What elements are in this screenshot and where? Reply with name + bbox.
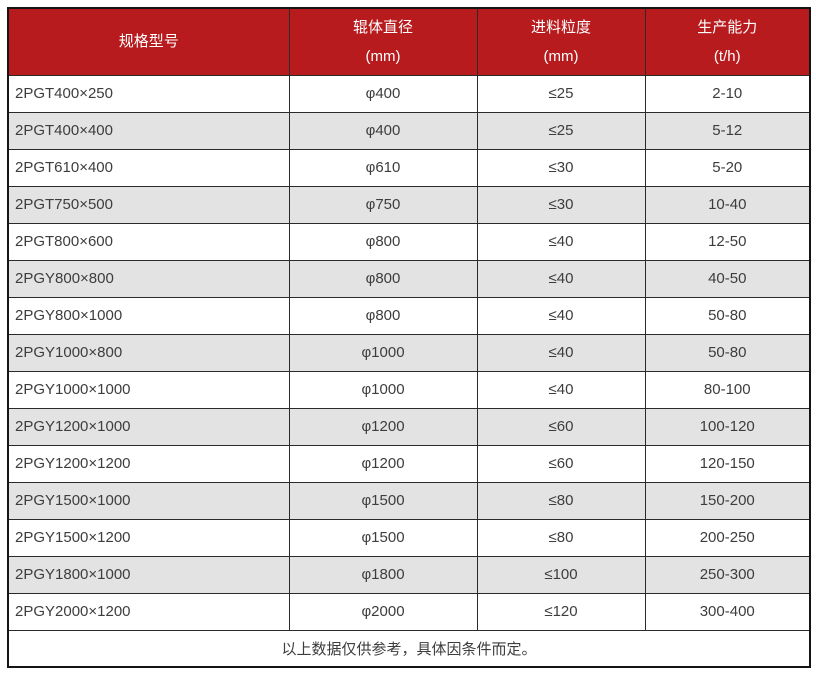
feed-size-cell: ≤60 <box>476 444 646 483</box>
header-model-label: 规格型号 <box>118 33 179 51</box>
diameter-cell: φ1500 <box>288 481 478 520</box>
model-cell: 2PGY1000×1000 <box>7 370 290 409</box>
model-cell: 2PGY1500×1200 <box>7 518 290 557</box>
diameter-cell: φ610 <box>288 148 478 187</box>
model-cell: 2PGY800×1000 <box>7 296 290 335</box>
feed-size-cell: ≤30 <box>476 148 646 187</box>
model-cell: 2PGT800×600 <box>7 222 290 261</box>
diameter-cell: φ800 <box>288 259 478 298</box>
capacity-cell: 50-80 <box>644 333 811 372</box>
diameter-cell: φ1000 <box>288 333 478 372</box>
capacity-cell: 40-50 <box>644 259 811 298</box>
table-row: 2PGT400×400 φ400 ≤25 5-12 <box>7 111 811 150</box>
capacity-cell: 12-50 <box>644 222 811 261</box>
capacity-cell: 10-40 <box>644 185 811 224</box>
footer-row: 以上数据仅供参考，具体因条件而定。 <box>7 629 811 668</box>
header-row: 规格型号 辊体直径 (mm) 进料粒度 (mm) 生产能力 (t/h) <box>7 7 811 76</box>
capacity-cell: 120-150 <box>644 444 811 483</box>
model-cell: 2PGY2000×1200 <box>7 592 290 631</box>
feed-size-cell: ≤30 <box>476 185 646 224</box>
capacity-cell: 80-100 <box>644 370 811 409</box>
capacity-cell: 5-20 <box>644 148 811 187</box>
feed-size-cell: ≤120 <box>476 592 646 631</box>
feed-size-cell: ≤40 <box>476 333 646 372</box>
header-feed-size-unit: (mm) <box>543 47 579 65</box>
feed-size-cell: ≤40 <box>476 370 646 409</box>
feed-size-cell: ≤80 <box>476 518 646 557</box>
model-cell: 2PGT400×400 <box>7 111 290 150</box>
feed-size-cell: ≤25 <box>476 74 646 113</box>
capacity-cell: 2-10 <box>644 74 811 113</box>
spec-table-footer: 以上数据仅供参考，具体因条件而定。 <box>7 629 811 668</box>
table-row: 2PGY1200×1200 φ1200 ≤60 120-150 <box>7 444 811 483</box>
table-row: 2PGY2000×1200 φ2000 ≤120 300-400 <box>7 592 811 631</box>
model-cell: 2PGY1200×1200 <box>7 444 290 483</box>
table-row: 2PGY1000×800 φ1000 ≤40 50-80 <box>7 333 811 372</box>
model-cell: 2PGY1000×800 <box>7 333 290 372</box>
table-row: 2PGT750×500 φ750 ≤30 10-40 <box>7 185 811 224</box>
feed-size-cell: ≤60 <box>476 407 646 446</box>
header-feed-size-label: 进料粒度 <box>530 18 591 36</box>
diameter-cell: φ1200 <box>288 444 478 483</box>
model-cell: 2PGY1800×1000 <box>7 555 290 594</box>
footer-note: 以上数据仅供参考，具体因条件而定。 <box>7 629 811 668</box>
capacity-cell: 200-250 <box>644 518 811 557</box>
table-row: 2PGY800×1000 φ800 ≤40 50-80 <box>7 296 811 335</box>
spec-table: 规格型号 辊体直径 (mm) 进料粒度 (mm) 生产能力 (t/h) 2PGT… <box>7 7 811 668</box>
diameter-cell: φ800 <box>288 222 478 261</box>
capacity-cell: 100-120 <box>644 407 811 446</box>
model-cell: 2PGY1500×1000 <box>7 481 290 520</box>
diameter-cell: φ400 <box>288 111 478 150</box>
diameter-cell: φ1200 <box>288 407 478 446</box>
header-roller-diameter: 辊体直径 (mm) <box>288 7 478 76</box>
spec-table-header: 规格型号 辊体直径 (mm) 进料粒度 (mm) 生产能力 (t/h) <box>7 7 811 76</box>
spec-table-body: 2PGT400×250 φ400 ≤25 2-10 2PGT400×400 φ400 ≤25… <box>7 74 811 631</box>
diameter-cell: φ750 <box>288 185 478 224</box>
capacity-cell: 250-300 <box>644 555 811 594</box>
header-feed-size: 进料粒度 (mm) <box>476 7 646 76</box>
header-model: 规格型号 <box>7 7 290 76</box>
model-cell: 2PGT400×250 <box>7 74 290 113</box>
table-row: 2PGT800×600 φ800 ≤40 12-50 <box>7 222 811 261</box>
header-capacity-label: 生产能力 <box>697 18 758 36</box>
table-row: 2PGT610×400 φ610 ≤30 5-20 <box>7 148 811 187</box>
model-cell: 2PGY800×800 <box>7 259 290 298</box>
diameter-cell: φ1500 <box>288 518 478 557</box>
header-roller-diameter-label: 辊体直径 <box>352 18 413 36</box>
capacity-cell: 5-12 <box>644 111 811 150</box>
feed-size-cell: ≤25 <box>476 111 646 150</box>
model-cell: 2PGY1200×1000 <box>7 407 290 446</box>
table-row: 2PGY800×800 φ800 ≤40 40-50 <box>7 259 811 298</box>
feed-size-cell: ≤40 <box>476 296 646 335</box>
table-row: 2PGY1500×1000 φ1500 ≤80 150-200 <box>7 481 811 520</box>
diameter-cell: φ400 <box>288 74 478 113</box>
header-capacity-unit: (t/h) <box>713 47 741 65</box>
feed-size-cell: ≤40 <box>476 222 646 261</box>
capacity-cell: 300-400 <box>644 592 811 631</box>
table-row: 2PGY1500×1200 φ1500 ≤80 200-250 <box>7 518 811 557</box>
model-cell: 2PGT610×400 <box>7 148 290 187</box>
feed-size-cell: ≤100 <box>476 555 646 594</box>
diameter-cell: φ800 <box>288 296 478 335</box>
table-row: 2PGY1800×1000 φ1800 ≤100 250-300 <box>7 555 811 594</box>
diameter-cell: φ1800 <box>288 555 478 594</box>
capacity-cell: 50-80 <box>644 296 811 335</box>
diameter-cell: φ1000 <box>288 370 478 409</box>
header-roller-diameter-unit: (mm) <box>365 47 401 65</box>
diameter-cell: φ2000 <box>288 592 478 631</box>
feed-size-cell: ≤40 <box>476 259 646 298</box>
model-cell: 2PGT750×500 <box>7 185 290 224</box>
feed-size-cell: ≤80 <box>476 481 646 520</box>
table-row: 2PGT400×250 φ400 ≤25 2-10 <box>7 74 811 113</box>
capacity-cell: 150-200 <box>644 481 811 520</box>
table-row: 2PGY1200×1000 φ1200 ≤60 100-120 <box>7 407 811 446</box>
table-row: 2PGY1000×1000 φ1000 ≤40 80-100 <box>7 370 811 409</box>
header-capacity: 生产能力 (t/h) <box>644 7 811 76</box>
